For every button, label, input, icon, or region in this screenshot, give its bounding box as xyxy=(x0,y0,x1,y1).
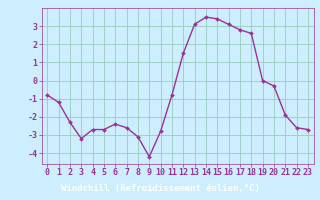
Text: Windchill (Refroidissement éolien,°C): Windchill (Refroidissement éolien,°C) xyxy=(60,184,260,193)
